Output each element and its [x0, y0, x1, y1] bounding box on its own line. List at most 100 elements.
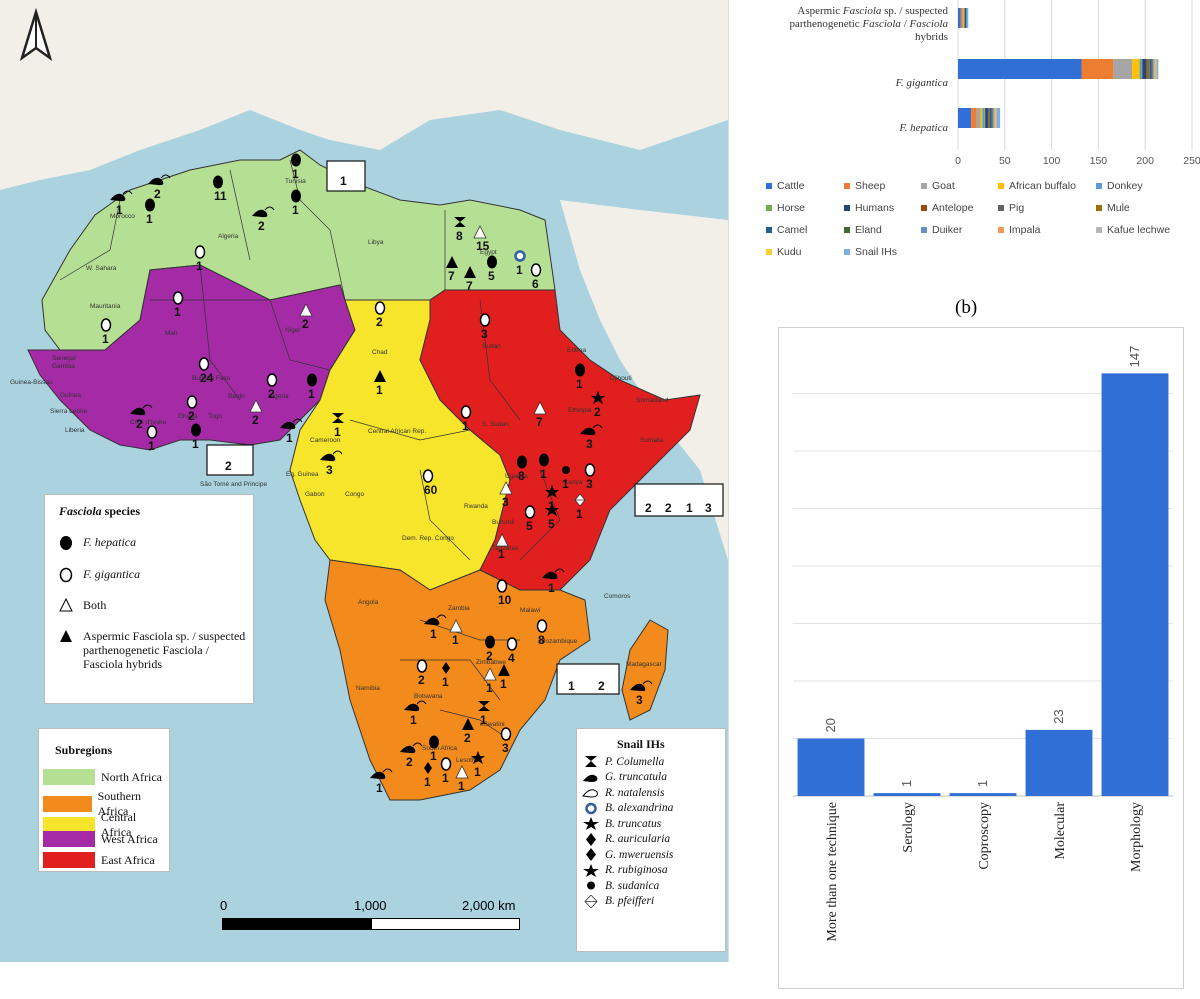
country-label: Algeria	[218, 233, 239, 240]
technique-chart-svg: 20 More than one technique 1 Serology 1 Copro…	[793, 346, 1173, 942]
bar-segment	[991, 108, 993, 128]
bar-segment	[1147, 59, 1149, 79]
marker-count: 2	[268, 387, 275, 401]
host-chart-legend: Cattle Sheep Goat African buffalo Donkey Hors…	[736, 172, 1200, 268]
x-tick-label: 150	[1090, 155, 1108, 167]
open-pin-icon	[59, 567, 73, 583]
map-marker: 3	[320, 450, 343, 477]
map-marker: 7	[446, 256, 458, 283]
marker-count: 4	[508, 651, 515, 665]
country-label: South Africa	[422, 745, 457, 752]
map-marker: 2	[186, 395, 198, 423]
legend-label: Horse	[777, 202, 806, 214]
bar-segment	[1149, 59, 1152, 79]
legend-label: Humans	[855, 202, 895, 214]
bar-segment	[1156, 59, 1159, 79]
country-label: Niger	[285, 327, 301, 334]
marker-count: 2	[136, 417, 143, 431]
map-marker: 1	[542, 568, 565, 595]
map-marker: 3	[479, 313, 491, 341]
legend-swatch	[844, 183, 850, 189]
snail-legend: Snail IHs P. Columella G. truncatula R. na…	[576, 728, 726, 952]
country-label: Djibouti	[610, 375, 632, 382]
country-label: Botswana	[414, 693, 443, 700]
map-marker: 2	[148, 174, 171, 201]
legend-entry: Antelope	[921, 202, 973, 214]
callout-count: 1	[568, 679, 575, 693]
map-marker: 1	[429, 735, 439, 763]
callout-box-kenya	[634, 483, 724, 517]
map-panel: Morocco Algeria Tunisia Libya Egypt W. S…	[0, 0, 729, 962]
marker-count: 5	[526, 519, 533, 533]
bar-segment	[976, 108, 981, 128]
marker-count: 1	[430, 627, 437, 641]
marker-count: 1	[480, 713, 487, 727]
europe-landmass	[0, 0, 728, 190]
species-legend-title: Fasciola species	[59, 504, 140, 518]
map-marker: 2	[485, 635, 495, 663]
africa-map: Morocco Algeria Tunisia Libya Egypt W. S…	[0, 0, 728, 801]
region-east-africa	[419, 289, 701, 591]
bar-segment	[995, 108, 997, 128]
x-tick-label: 250	[1183, 155, 1200, 167]
country-label: Mozambique	[540, 638, 578, 645]
marker-count: 8	[518, 469, 525, 483]
map-marker: 1	[483, 667, 497, 695]
marker-count: 2	[302, 317, 309, 331]
marker-count: 1	[376, 781, 383, 795]
country-label: Central African Rep.	[368, 428, 426, 435]
legend-label: Snail IHs	[855, 246, 898, 258]
bar-segment	[965, 8, 967, 28]
marker-count: 1	[424, 775, 431, 789]
country-label: Eritrea	[567, 347, 587, 354]
legend-label: Mule	[1107, 202, 1130, 214]
country-label: São Tomé and Principe	[200, 481, 267, 488]
bar-segment	[1154, 59, 1156, 79]
marker-count: 1	[192, 437, 199, 451]
map-marker: 2	[591, 391, 605, 419]
map-marker: 1	[478, 701, 490, 727]
map-marker: 6	[530, 263, 542, 291]
bar-segment	[992, 108, 994, 128]
legend-row-both: Both	[59, 598, 106, 612]
legend-swatch	[921, 183, 927, 189]
map-marker: 1	[539, 453, 549, 481]
legend-entry: Horse	[766, 202, 805, 214]
marker-count: 1	[516, 263, 523, 277]
map-marker: 2	[130, 404, 153, 431]
callout-box-zimbabwe	[556, 663, 620, 695]
subregion-legend-row: North Africa	[43, 769, 162, 785]
marker-count: 2	[258, 219, 265, 233]
scale-bar-light	[371, 918, 520, 930]
map-marker: 1	[370, 768, 393, 795]
legend-label: Antelope	[932, 202, 974, 214]
bar-segment	[988, 108, 990, 128]
legend-swatch	[766, 227, 772, 233]
map-markers: 2111211111815775161122131224371221122113…	[100, 153, 653, 795]
snail-legend-row: G. truncatula	[581, 771, 667, 784]
marker-count: 1	[292, 167, 299, 181]
country-labels: Morocco Algeria Tunisia Libya Egypt W. S…	[10, 178, 669, 764]
x-tick-label: 100	[1043, 155, 1061, 167]
map-marker: 2	[400, 742, 423, 769]
marker-count: 2	[464, 731, 471, 745]
x-category-label: Coproscopy	[977, 802, 992, 870]
map-marker: 1	[471, 751, 485, 779]
snail-symbol-icon	[583, 774, 598, 782]
marker-count: 1	[540, 467, 547, 481]
bar-segment	[994, 108, 996, 128]
country-label: Cameroon	[310, 437, 341, 444]
x-category-label: Molecular	[1053, 802, 1068, 860]
country-label: S. Sudan	[482, 421, 509, 428]
bar	[873, 793, 941, 796]
map-marker: 1	[146, 425, 158, 453]
marker-count: 2	[418, 673, 425, 687]
map-marker: 1	[307, 373, 317, 401]
bar-segment	[1141, 59, 1143, 79]
map-marker: 1	[332, 413, 344, 439]
legend-entry: Impala	[998, 224, 1041, 236]
y-category-label: parthenogenetic Fasciola / Fasciola	[789, 18, 948, 30]
marker-count: 5	[548, 517, 555, 531]
x-category-label: Serology	[901, 802, 916, 853]
marker-count: 3	[586, 477, 593, 491]
